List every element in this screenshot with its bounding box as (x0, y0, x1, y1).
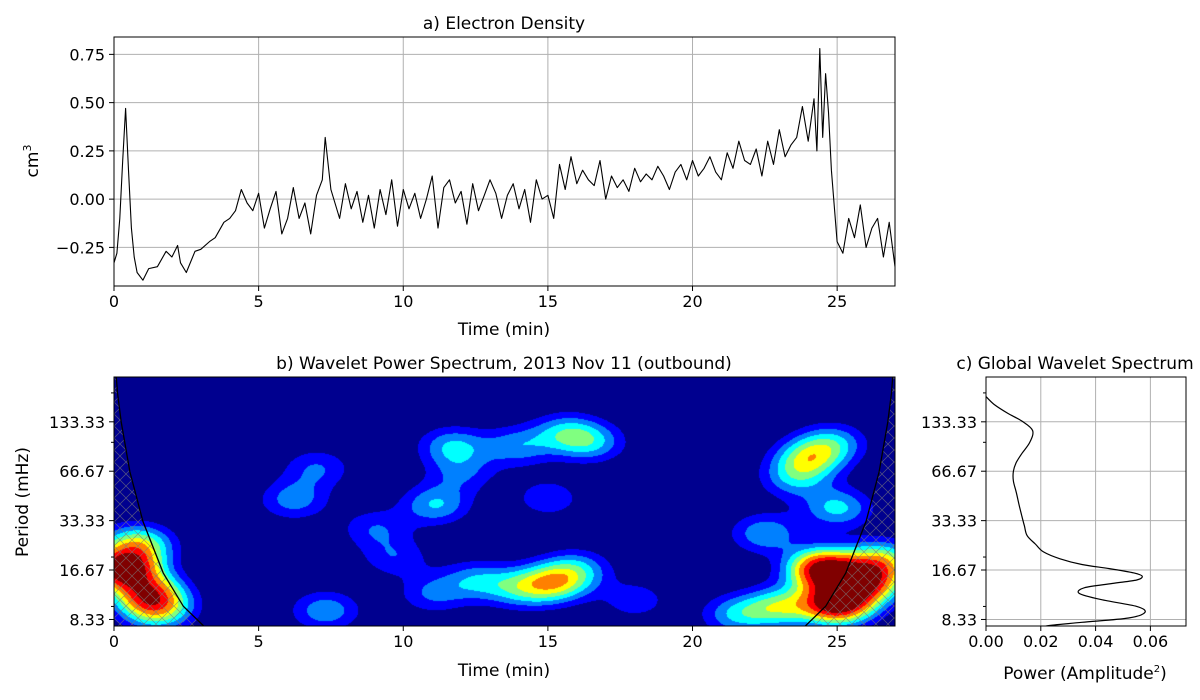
panel-b-coi-curve (115, 377, 205, 626)
panel-c-xlabel-sup: 2 (1154, 664, 1160, 675)
panel-b-xtick-label: 0 (109, 632, 119, 651)
panel-c-title: c) Global Wavelet Spectrum (956, 354, 1193, 374)
panel-a-ylabel: cm3 (21, 145, 43, 178)
panel-b-ytick-label: 33.33 (59, 512, 105, 531)
panel-a-xtick-label: 5 (254, 292, 264, 311)
panel-c-ytick-label: 66.67 (931, 462, 977, 481)
panel-a-ylabel-text: cm (23, 152, 43, 178)
panel-b-coi-hatch (805, 377, 895, 626)
panel-c-xtick-label: 0.04 (1078, 632, 1114, 651)
panel-b-coi-hatch (114, 377, 204, 626)
panel-a-ytick-label: 0.25 (69, 142, 105, 161)
panel-a-ylabel-sup: 3 (21, 145, 34, 152)
panel-b-xtick-label: 5 (254, 632, 264, 651)
panel-b-title: b) Wavelet Power Spectrum, 2013 Nov 11 (… (276, 354, 732, 374)
panel-b-xtick-label: 25 (827, 632, 847, 651)
panel-b-wavelet-power-map (114, 377, 895, 626)
panel-b-ytick-label: 8.33 (69, 610, 105, 629)
panel-a-density-line (113, 48, 896, 281)
panel-a-xtick-label: 15 (538, 292, 558, 311)
panel-c-ytick-label: 33.33 (931, 512, 977, 531)
panel-c-global-wavelet-spectrum: c) Global Wavelet Spectrum Power (Amplit… (921, 354, 1194, 684)
panel-b-coi-curve (804, 377, 894, 626)
panel-c-ytick-label: 8.33 (941, 610, 977, 629)
panel-a-ylabel-group: cm3 (21, 145, 43, 178)
panel-b-ytick-label: 66.67 (59, 462, 105, 481)
panel-b-axes-frame (113, 376, 896, 627)
panel-c-xtick-label: 0.06 (1133, 632, 1169, 651)
panel-a-xtick-label: 25 (827, 292, 847, 311)
panel-a-axes-frame (113, 36, 896, 287)
panel-b-ytick-label: 16.67 (59, 561, 105, 580)
panel-b-xtick-label: 10 (393, 632, 413, 651)
panel-c-xtick-label: 0.02 (1023, 632, 1059, 651)
panel-a-electron-density: a) Electron Density Time (min) cm3 0 5 10 1… (21, 14, 896, 340)
panel-c-xtick-label: 0.00 (968, 632, 1004, 651)
panel-b-coi-group (114, 377, 895, 626)
panel-a-ytick-label: 0.75 (69, 45, 105, 64)
panel-c-spectrum-line (986, 396, 1146, 626)
panel-a-xtick-label: 20 (682, 292, 702, 311)
panel-a-xlabel: Time (min) (457, 320, 550, 340)
panel-c-xlabel-suffix: ) (1160, 664, 1167, 684)
panel-c-axes-frame (985, 376, 1187, 627)
panel-b-ylabel: Period (mHz) (13, 447, 33, 557)
panel-c-xlabel: Power (Amplitude2) (1003, 664, 1167, 684)
panel-a-xtick-label: 10 (393, 292, 413, 311)
panel-c-xlabel-text: Power (Amplitude (1003, 664, 1154, 684)
panel-a-ytick-label: 0.50 (69, 94, 105, 113)
panel-b-wavelet-power-spectrum: b) Wavelet Power Spectrum, 2013 Nov 11 (… (13, 354, 896, 681)
panel-a-title: a) Electron Density (423, 14, 585, 34)
panel-c-ytick-label: 133.33 (921, 413, 977, 432)
panel-c-ytick-label: 16.67 (931, 561, 977, 580)
panel-a-xtick-label: 0 (109, 292, 119, 311)
panel-a-ytick-label: 0.00 (69, 190, 105, 209)
panel-b-xtick-label: 15 (538, 632, 558, 651)
panel-a-ytick-label: −0.25 (56, 238, 105, 257)
panel-b-ytick-label: 133.33 (49, 413, 105, 432)
panel-b-xlabel: Time (min) (457, 661, 550, 681)
panel-b-xtick-label: 20 (682, 632, 702, 651)
